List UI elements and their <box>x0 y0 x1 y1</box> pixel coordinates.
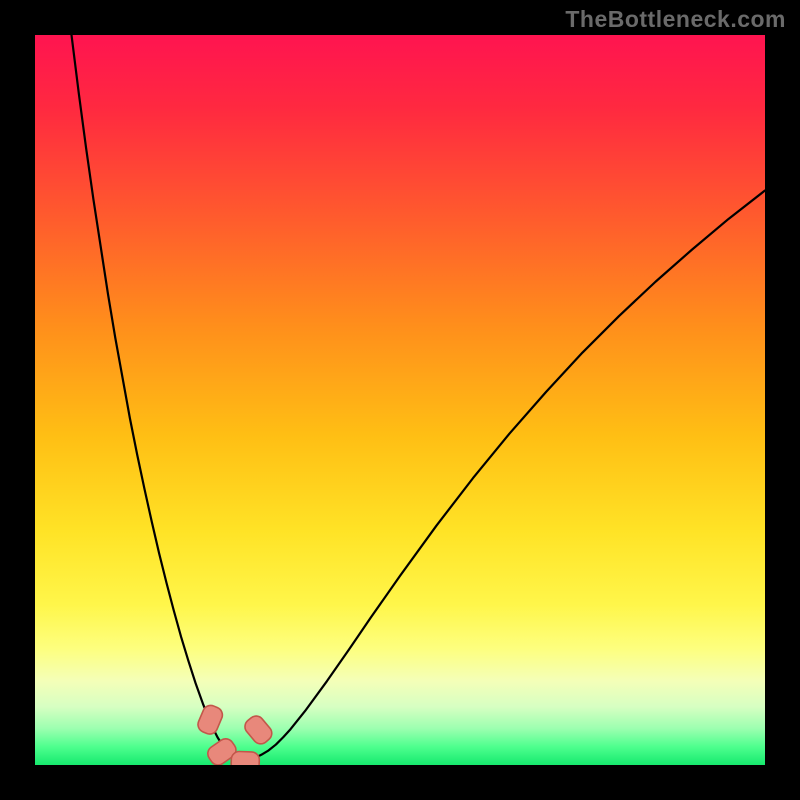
curve-marker <box>196 703 225 737</box>
curve-markers-group <box>196 703 276 765</box>
plot-overlay-svg <box>35 35 765 765</box>
curve-marker <box>231 751 260 765</box>
watermark-text: TheBottleneck.com <box>565 6 786 33</box>
curve-marker <box>242 713 275 747</box>
plot-area <box>35 35 765 765</box>
image-frame: TheBottleneck.com <box>0 0 800 800</box>
bottleneck-curve <box>72 35 766 760</box>
